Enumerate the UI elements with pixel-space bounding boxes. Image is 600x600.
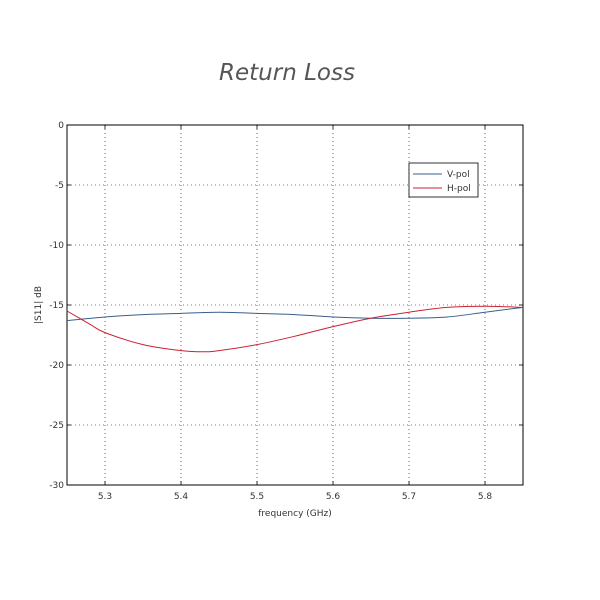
y-tick-label: 0	[58, 121, 64, 131]
x-tick-label: 5.6	[326, 492, 341, 502]
y-tick-label: -30	[49, 481, 64, 491]
tick-marks	[67, 124, 523, 486]
y-tick-label: -25	[49, 421, 64, 431]
series-line-h-pol	[66, 305, 524, 353]
x-tick-labels: 5.3 5.4 5.5 5.6 5.7 5.8	[98, 492, 493, 502]
x-tick-label: 5.7	[402, 492, 416, 502]
grid	[67, 125, 523, 485]
chart-title: Return Loss	[219, 60, 355, 86]
y-tick-label: -20	[49, 361, 64, 371]
legend-label-v-pol: V-pol	[447, 170, 470, 180]
legend-label-h-pol: H-pol	[447, 184, 471, 194]
x-tick-label: 5.4	[174, 492, 189, 502]
y-tick-label: -10	[49, 241, 64, 251]
y-tick-label: -5	[55, 181, 64, 191]
series-lines	[66, 305, 524, 353]
y-tick-label: -15	[49, 301, 64, 311]
y-axis-label: |S11| dB	[34, 286, 44, 324]
x-tick-label: 5.5	[250, 492, 264, 502]
legend-box	[408, 162, 479, 198]
legend: V-pol H-pol	[408, 162, 479, 198]
y-tick-labels: 0 -5 -10 -15 -20 -25 -30	[49, 121, 64, 491]
x-axis-label: frequency (GHz)	[258, 509, 332, 519]
x-tick-label: 5.8	[478, 492, 493, 502]
x-tick-label: 5.3	[98, 492, 112, 502]
series-line-v-pol	[66, 306, 524, 322]
